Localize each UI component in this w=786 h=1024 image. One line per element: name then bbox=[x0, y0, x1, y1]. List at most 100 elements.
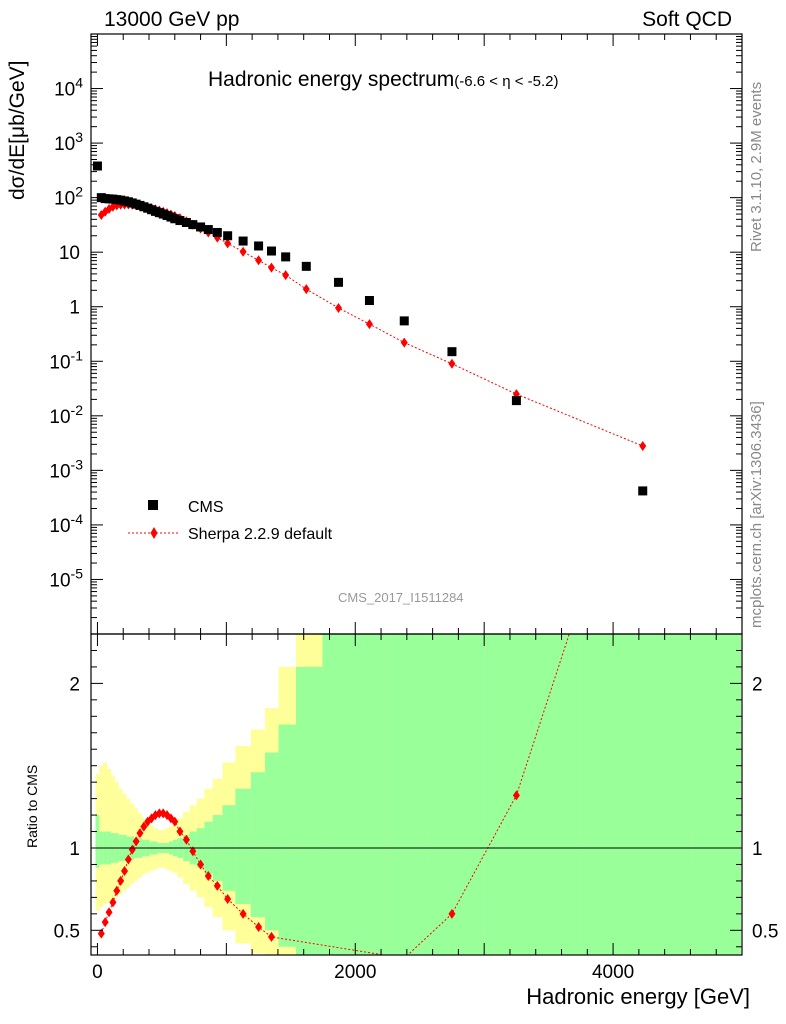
sherpa-ratio-point bbox=[182, 834, 190, 845]
sherpa-ratio-point bbox=[140, 821, 148, 832]
ratio-band-inner bbox=[386, 634, 429, 955]
ratio-band-inner bbox=[95, 815, 100, 868]
x-axis-label: Hadronic energy [GeV] bbox=[526, 984, 750, 1009]
ratio-band-inner bbox=[579, 634, 692, 955]
header-left-label: 13000 GeV pp bbox=[104, 8, 240, 31]
legend-cms-label: CMS bbox=[188, 499, 224, 516]
cms-data-point bbox=[175, 216, 185, 226]
sherpa-ratio-point bbox=[512, 790, 520, 801]
cms-data-point bbox=[188, 220, 198, 230]
cms-data-point bbox=[364, 296, 374, 306]
sherpa-ratio-point bbox=[136, 828, 144, 839]
sherpa-ratio-point bbox=[204, 870, 212, 881]
cms-data-point bbox=[181, 218, 191, 228]
sherpa-ratio-point bbox=[109, 897, 117, 908]
sherpa-ratio-point bbox=[224, 894, 232, 905]
main-y-tick-label: 103 bbox=[54, 129, 83, 155]
main-y-tick-label: 10 bbox=[59, 243, 80, 264]
sherpa-main-point bbox=[239, 246, 247, 257]
cms-data-point bbox=[399, 316, 409, 326]
cms-data-point bbox=[334, 277, 344, 287]
sherpa-main-point bbox=[224, 238, 232, 249]
cms-data-point bbox=[266, 246, 276, 256]
sherpa-ratio-point bbox=[117, 875, 125, 886]
rivet-version-label: Rivet 3.1.10, 2.9M events bbox=[748, 81, 765, 252]
ratio-y-tick-label-right: 2 bbox=[752, 674, 763, 695]
sherpa-ratio-point bbox=[197, 859, 205, 870]
sherpa-ratio-point bbox=[176, 826, 184, 837]
ratio-band-inner bbox=[295, 666, 323, 955]
sherpa-ratio-point bbox=[124, 854, 132, 865]
sherpa-ratio-point bbox=[132, 836, 140, 847]
ratio-series-layer bbox=[91, 634, 742, 955]
legend: CMS Sherpa 2.2.9 default bbox=[128, 499, 333, 543]
sherpa-ratio-point bbox=[213, 880, 221, 891]
main-y-tick-label: 10-3 bbox=[49, 456, 83, 482]
cms-data-point bbox=[447, 347, 457, 357]
cms-data-point bbox=[238, 236, 248, 246]
sherpa-main-point bbox=[365, 319, 373, 330]
main-y-tick-label: 10-2 bbox=[49, 402, 83, 428]
cms-data-point bbox=[511, 396, 521, 406]
ratio-band-inner bbox=[250, 772, 266, 918]
chart-title-text: Hadronic energy spectrum bbox=[208, 68, 455, 91]
cms-data-point bbox=[92, 161, 102, 171]
main-y-tick-label: 10-4 bbox=[49, 511, 83, 537]
chart-title: Hadronic energy spectrum(-6.6 < η < -5.2… bbox=[208, 68, 559, 92]
cms-data-point bbox=[212, 227, 222, 237]
sherpa-main-point bbox=[302, 284, 310, 295]
sherpa-ratio-point bbox=[239, 908, 247, 919]
ratio-band-inner bbox=[265, 752, 279, 931]
cms-data-point bbox=[203, 225, 213, 235]
sherpa-ratio-point bbox=[255, 922, 263, 933]
ratio-frame bbox=[90, 633, 743, 956]
sherpa-main-point bbox=[639, 440, 647, 451]
main-y-tick-label: 10-5 bbox=[49, 565, 83, 591]
legend-sherpa-label: Sherpa 2.2.9 default bbox=[188, 526, 333, 543]
main-frame bbox=[90, 33, 743, 635]
sherpa-ratio-point bbox=[267, 931, 275, 942]
sherpa-ratio-point bbox=[101, 917, 109, 928]
sherpa-main-point bbox=[267, 262, 275, 273]
sherpa-ratio-point bbox=[171, 816, 179, 827]
sherpa-main-point bbox=[255, 255, 263, 266]
sherpa-ratio-point bbox=[155, 808, 163, 819]
ratio-y-axis-label: Ratio to CMS bbox=[24, 764, 40, 848]
cms-data-point bbox=[196, 222, 206, 232]
ratio-band-inner bbox=[235, 788, 251, 904]
sherpa-main-point bbox=[335, 302, 343, 313]
sherpa-ratio-point bbox=[448, 908, 456, 919]
cms-data-point bbox=[638, 486, 648, 496]
main-y-axis-label: dσ/dE[μb/GeV] bbox=[6, 60, 29, 200]
ratio-y-tick-label-right: 1 bbox=[752, 839, 763, 860]
ratio-band-inner bbox=[278, 724, 296, 947]
legend-cms-marker bbox=[148, 500, 158, 510]
analysis-watermark: CMS_2017_I1511284 bbox=[338, 590, 464, 605]
axes-frames bbox=[90, 33, 743, 956]
sherpa-ratio-point bbox=[121, 866, 129, 877]
main-y-tick-label: 102 bbox=[54, 184, 83, 210]
sherpa-ratio-point bbox=[189, 846, 197, 857]
main-y-tick-label: 104 bbox=[54, 75, 83, 101]
ratio-y-tick-label-right: 0.5 bbox=[752, 921, 778, 942]
cms-data-point bbox=[223, 231, 233, 241]
main-y-tick-label: 1 bbox=[69, 298, 80, 319]
sherpa-ratio-point bbox=[105, 907, 113, 918]
sherpa-ratio-point bbox=[128, 844, 136, 855]
cms-data-point bbox=[170, 214, 180, 224]
chart-title-suffix: (-6.6 < η < -5.2) bbox=[454, 73, 559, 90]
ratio-uncertainty-bands bbox=[95, 634, 741, 955]
cms-data-point bbox=[301, 261, 311, 271]
x-tick-label: 4000 bbox=[592, 962, 634, 983]
header-right-label: Soft QCD bbox=[642, 8, 732, 31]
ratio-y-tick-label-left: 1 bbox=[69, 839, 80, 860]
sherpa-main-point bbox=[400, 337, 408, 348]
sherpa-ratio-point bbox=[113, 885, 121, 896]
ratio-band-inner bbox=[691, 634, 741, 955]
legend-sherpa-marker bbox=[150, 527, 158, 539]
x-tick-label: 2000 bbox=[334, 962, 376, 983]
ratio-y-tick-label-left: 0.5 bbox=[54, 921, 80, 942]
sherpa-main-point bbox=[282, 270, 290, 281]
